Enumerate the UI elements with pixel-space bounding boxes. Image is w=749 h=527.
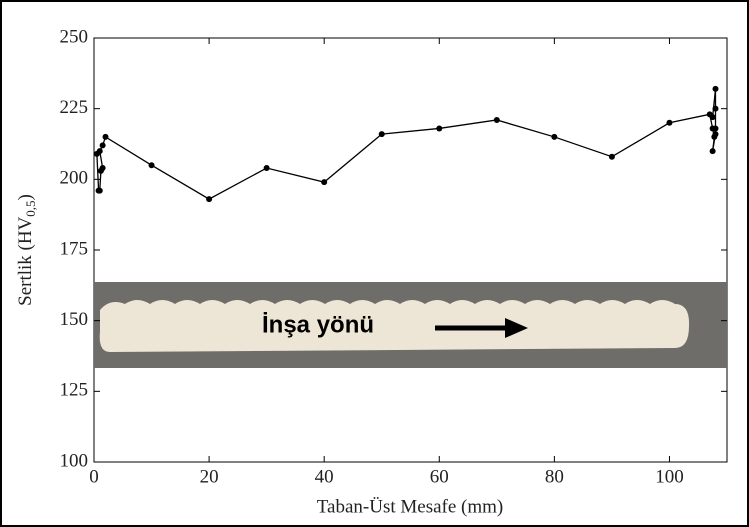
y-axis-label-main: Sertlik (HV (15, 216, 36, 305)
point (494, 117, 500, 123)
deposit (100, 300, 689, 352)
page-border (1, 1, 748, 526)
point (97, 188, 103, 194)
x-tick-label: 0 (89, 466, 99, 487)
point (712, 131, 718, 137)
point (149, 162, 155, 168)
annotation: İnşa yönü (262, 311, 374, 338)
x-tick-label: 20 (200, 466, 219, 487)
point (100, 165, 106, 171)
inset-photo: İnşa yönü (94, 282, 727, 368)
x-tick-label: 40 (315, 466, 334, 487)
point (712, 106, 718, 112)
x-tick-label: 100 (655, 466, 684, 487)
y-tick-label: 150 (60, 309, 89, 330)
x-tick-label: 80 (545, 466, 564, 487)
y-tick-label: 250 (60, 26, 89, 47)
point (666, 120, 672, 126)
point (609, 154, 615, 160)
x-tick-label: 60 (430, 466, 449, 487)
y-tick-label: 175 (60, 238, 89, 259)
point (712, 86, 718, 92)
point (710, 114, 716, 120)
y-tick-label: 200 (60, 168, 89, 189)
y-tick-label: 100 (60, 450, 89, 471)
point (321, 179, 327, 185)
point (97, 148, 103, 154)
point (379, 131, 385, 137)
x-axis-label: Taban-Üst Mesafe (mm) (317, 496, 504, 517)
point (551, 134, 557, 140)
y-axis-label-sub: 0,5 (23, 200, 38, 216)
point (264, 165, 270, 171)
chart: İnşa yönü Taban-Üst Mesafe (mm) Sertlik … (0, 0, 749, 527)
point (710, 148, 716, 154)
y-tick-label: 225 (60, 97, 89, 118)
y-tick-label: 125 (60, 380, 89, 401)
y-axis-label-end: ) (15, 194, 36, 200)
point (103, 134, 109, 140)
point (206, 196, 212, 202)
point (100, 142, 106, 148)
point (436, 125, 442, 131)
point (712, 125, 718, 131)
